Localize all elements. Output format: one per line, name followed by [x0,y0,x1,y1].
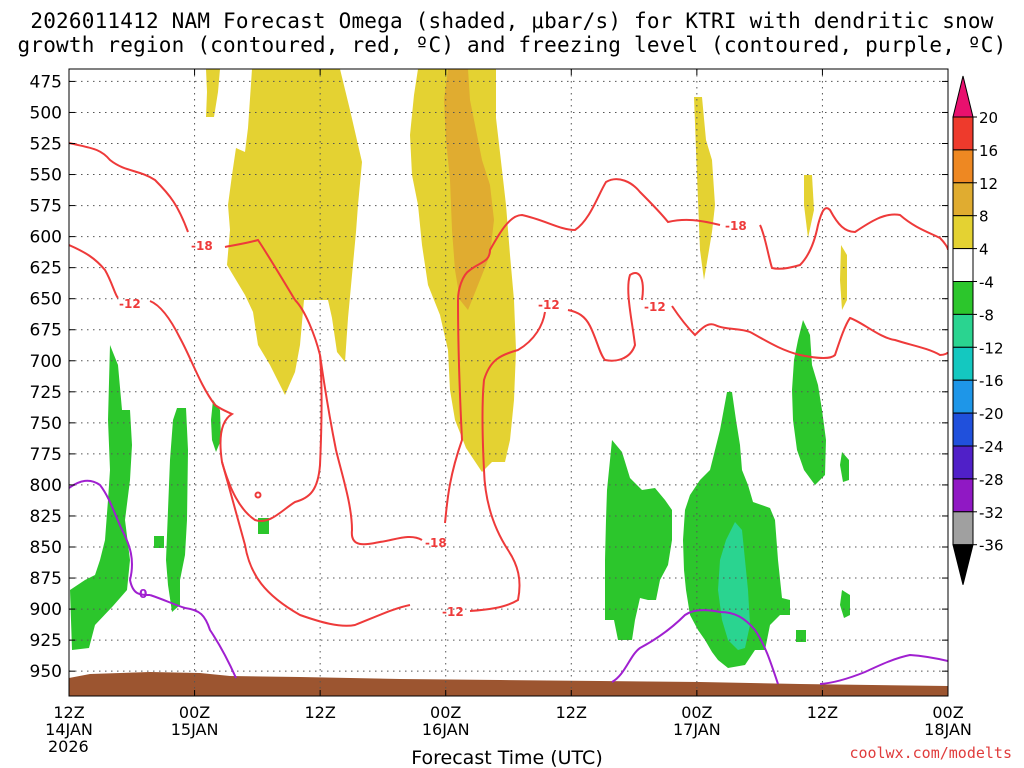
y-tick-label: 950 [30,662,62,682]
colorbar-label: -24 [979,438,1004,456]
colorbar-swatch [953,479,973,512]
colorbar-swatch [953,249,973,282]
y-tick-label: 925 [30,631,62,651]
contour-label: -18 [191,239,213,253]
y-tick-label: 800 [30,476,62,496]
colorbar-swatch [953,117,973,150]
y-tick-label: 675 [30,321,62,341]
colorbar-label: -36 [979,537,1004,555]
omega-negative-region-4 [154,536,164,548]
colorbar-label: -8 [979,306,994,324]
x-tick-label: 12Z [556,703,587,722]
y-tick-label: 775 [30,445,62,465]
colorbar-swatch [953,380,973,413]
x-tick-label: 17JAN [673,720,721,739]
y-tick-label: 750 [30,414,62,434]
cross-section-chart: -18 -12 -12 -18 -12 -12 -18 0 475 500 525 5… [0,0,1024,768]
colorbar-label: -16 [979,372,1004,390]
colorbar-label: -20 [979,405,1004,423]
source-credit: coolwx.com/modelts [849,744,1012,762]
y-tick-label: 900 [30,600,62,620]
colorbar-bottom-arrow [953,545,973,585]
colorbar-swatch [953,413,973,446]
colorbar-swatch [953,512,973,545]
colorbar-label: 12 [979,175,998,193]
x-tick-label: 2026 [48,737,89,756]
colorbar-label: -28 [979,471,1004,489]
colorbar-swatch [953,216,973,249]
y-tick-label: 650 [30,290,62,310]
contour-label: -12 [538,298,560,312]
y-tick-label: 725 [30,383,62,403]
x-tick-label: 16JAN [422,720,470,739]
colorbar-label: 16 [979,142,998,160]
x-tick-label: 12Z [304,703,335,722]
contour-label: -12 [119,297,141,311]
contour-label: -18 [425,536,447,550]
y-tick-label: 875 [30,569,62,589]
y-tick-label: 825 [30,507,62,527]
x-tick-label: 18JAN [924,720,972,739]
colorbar-label: 4 [979,241,989,259]
colorbar-label: 8 [979,208,989,226]
colorbar-label: -32 [979,504,1004,522]
colorbar-swatch [953,183,973,216]
y-tick-label: 700 [30,352,62,372]
colorbar-swatch [953,150,973,183]
x-tick-label: 15JAN [171,720,219,739]
colorbar-swatch [953,446,973,479]
y-tick-label: 550 [30,166,62,186]
colorbar-swatch [953,347,973,380]
y-tick-label: 850 [30,538,62,558]
colorbar-label: 20 [979,109,998,127]
colorbar-top-arrow [953,76,973,117]
colorbar-label: -12 [979,339,1004,357]
colorbar: 20 16 12 8 4 -4 -8 -12 -16 -20 -24 -28 -32 -36 [953,76,1004,585]
contour-label: -12 [644,300,666,314]
colorbar-label: -4 [979,274,994,292]
y-tick-label: 600 [30,228,62,248]
x-axis-title: Forecast Time (UTC) [411,747,602,768]
contour-label: -12 [442,605,464,619]
y-tick-label: 475 [30,72,62,92]
x-tick-label: 12Z [807,703,838,722]
colorbar-swatch [953,314,973,347]
contour-label: 0 [139,587,147,601]
contour-label: -18 [725,219,747,233]
y-tick-label: 575 [30,197,62,217]
y-tick-label: 625 [30,259,62,279]
y-tick-label: 500 [30,103,62,123]
y-tick-label: 525 [30,134,62,154]
colorbar-swatch [953,282,973,315]
